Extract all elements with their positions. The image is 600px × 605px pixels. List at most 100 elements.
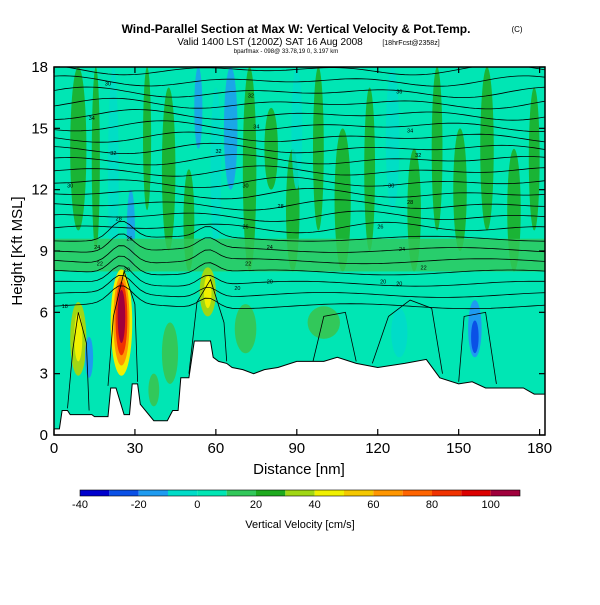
isentrope-line — [62, 67, 545, 76]
x-tick-label: 180 — [527, 440, 552, 457]
isentrope-line — [188, 278, 228, 374]
shade-streak — [161, 87, 176, 251]
isentrope-line — [54, 86, 545, 99]
terrain — [54, 340, 545, 435]
colorbar-swatch — [344, 490, 374, 496]
isentrope-line — [54, 245, 545, 265]
isentrope-label: 30 — [105, 81, 111, 87]
shade-streak — [453, 128, 467, 251]
y-tick-label: 9 — [40, 243, 48, 260]
colorbar-tick-label: -20 — [131, 499, 147, 511]
colorbar-tick-label: 20 — [250, 499, 262, 511]
isentrope-line — [54, 187, 545, 200]
isentrope-line — [54, 154, 545, 166]
copyright-mark: (C) — [511, 25, 522, 34]
isentrope-label: 22 — [245, 261, 251, 267]
x-tick-label: 30 — [127, 440, 144, 457]
shade-cell — [203, 275, 212, 309]
shade-streak — [264, 107, 278, 190]
shade-cell — [307, 306, 340, 339]
isentrope-label: 36 — [396, 90, 402, 96]
isentrope-label: 30 — [388, 184, 394, 190]
isentrope-label: 20 — [396, 282, 402, 288]
x-tick-label: 90 — [288, 440, 305, 457]
shade-streak — [385, 67, 400, 211]
isentrope-line — [458, 311, 497, 384]
colorbar-label: Vertical Velocity [cm/s] — [245, 519, 354, 531]
colorbar-tick-label: 80 — [426, 499, 438, 511]
x-tick-label: 150 — [446, 440, 471, 457]
isentrope-line — [54, 210, 545, 222]
x-tick-label: 60 — [208, 440, 225, 457]
isentrope-label: 24 — [399, 247, 405, 253]
isentrope-label: 22 — [421, 265, 427, 271]
isentrope-label: 32 — [415, 153, 421, 159]
isentrope-label: 28 — [407, 200, 413, 206]
x-tick-label: 0 — [50, 440, 58, 457]
y-tick-label: 6 — [40, 304, 48, 321]
colorbar-tick-label: 100 — [481, 499, 499, 511]
shade-streak — [143, 67, 152, 211]
shade-streak — [312, 67, 324, 231]
y-axis-label: Height [Kft MSL] — [9, 196, 26, 305]
colorbar-swatch — [373, 490, 403, 496]
isentrope-label: 26 — [377, 224, 383, 230]
isentrope-label: 20 — [234, 286, 240, 292]
colorbar-tick-label: 0 — [194, 499, 200, 511]
isentrope-line — [54, 255, 545, 276]
isentrope-line — [67, 312, 90, 411]
isentrope-labels: 30 32 36 34 34 34 32 32 32 30 30 30 28 28 28 26 26 26 24 24… — [62, 81, 427, 310]
isentrope-line — [54, 221, 545, 234]
y-tick-label: 12 — [31, 182, 48, 199]
colorbar-swatch — [256, 490, 286, 496]
colorbar-frame — [79, 489, 521, 497]
plot-area: 30 32 36 34 34 34 32 32 32 30 30 30 28 28 28 26 26 26 24 24… — [54, 67, 545, 435]
shade-cell — [234, 304, 257, 354]
shade-streak — [528, 87, 540, 231]
colorbar-swatch — [285, 490, 315, 496]
colorbar-tick-label: 60 — [367, 499, 379, 511]
colorbar: -40 -20 0 20 40 60 80 100 — [72, 489, 521, 511]
isentrope-label: 34 — [89, 116, 95, 122]
chart-section-info: bparfmax - 098@ 33.78,19 0, 3.197 km — [234, 49, 338, 55]
isentrope-line — [371, 299, 443, 374]
isentropes — [54, 67, 545, 411]
isentrope-label: 34 — [407, 128, 413, 134]
isentrope-label: 26 — [126, 237, 132, 243]
isentrope-label: 32 — [248, 94, 254, 100]
isentrope-label: 30 — [67, 184, 73, 190]
isentrope-label: 30 — [242, 184, 248, 190]
isentrope-line — [54, 142, 545, 155]
isentrope-label: 32 — [216, 149, 222, 155]
shade-cell — [117, 289, 126, 343]
shade-cell — [74, 312, 83, 362]
colorbar-swatch — [314, 490, 344, 496]
colorbar-swatch — [490, 490, 520, 496]
y-tick-label: 15 — [31, 120, 48, 137]
colorbar-swatch — [226, 490, 256, 496]
isentrope-label: 20 — [124, 267, 130, 273]
colorbar-swatch — [109, 490, 139, 496]
x-axis: 0 30 60 90 120 150 180 — [50, 67, 552, 457]
colorbar-swatch — [138, 490, 168, 496]
isentrope-line — [54, 131, 545, 143]
isentrope-label: 34 — [253, 124, 259, 130]
y-tick-label: 18 — [31, 59, 48, 76]
isentrope-line — [54, 75, 545, 87]
x-tick-label: 120 — [365, 440, 390, 457]
shade-cell — [148, 373, 160, 407]
colorbar-swatch — [402, 490, 432, 496]
colorbar-tick-label: 40 — [309, 499, 321, 511]
isentrope-line — [107, 269, 138, 386]
shade-streak — [480, 67, 494, 231]
isentrope-line — [54, 199, 545, 211]
isentrope-label: 26 — [242, 224, 248, 230]
isentrope-line — [54, 165, 545, 177]
shade-cell — [161, 322, 179, 384]
y-tick-label: 3 — [40, 366, 48, 383]
shade-streak — [291, 67, 303, 190]
shade-streak — [431, 67, 443, 231]
